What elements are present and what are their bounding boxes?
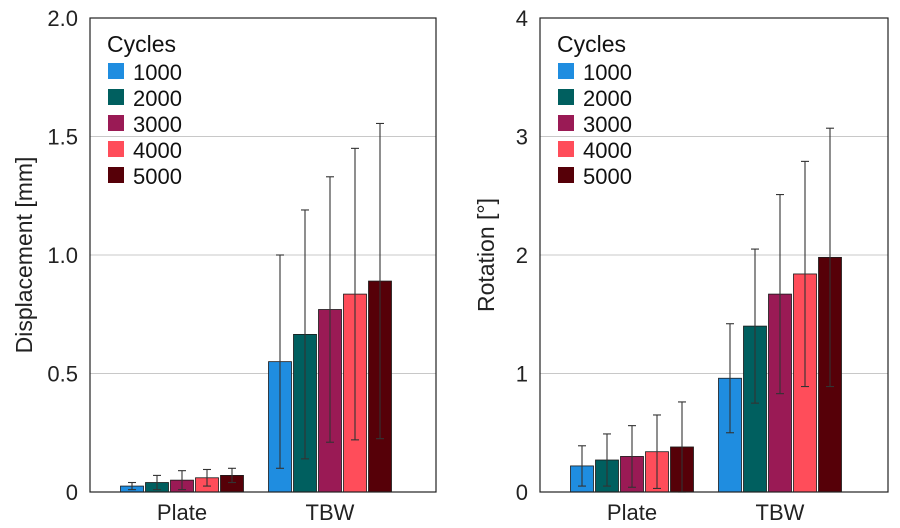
error-bar-4000-plate <box>203 468 211 487</box>
error-bar-3000-plate <box>628 425 636 488</box>
legend-label-5000: 5000 <box>133 164 182 189</box>
error-bar-1000-tbw <box>726 323 734 434</box>
legend-swatch-2000 <box>558 89 574 105</box>
x-tick-label-plate: Plate <box>157 500 207 525</box>
legend-label-1000: 1000 <box>133 60 182 85</box>
legend-label-1000: 1000 <box>583 60 632 85</box>
error-bar-1000-tbw <box>276 254 284 469</box>
error-bar-5000-tbw <box>826 127 834 388</box>
y-axis-title: Displacement [mm] <box>11 157 37 354</box>
legend-label-3000: 3000 <box>133 112 182 137</box>
chart-panel-2: 0 1 2 3 4 Plate TBW Rotation [°] Cycles 100020003… <box>473 6 889 525</box>
y-tick-label: 2 <box>516 243 528 268</box>
legend-swatch-3000 <box>108 115 124 131</box>
y-tick-label: 3 <box>516 125 528 150</box>
error-bar-2000-plate <box>153 474 161 491</box>
chart-panel-1: 0 0.5 1.0 1.5 2.0 Plate TBW Displacement [mm] Cy… <box>11 6 437 525</box>
error-bar-4000-tbw <box>801 160 809 388</box>
y-axis-title: Rotation [°] <box>473 198 499 312</box>
error-bar-5000-plate <box>228 467 236 484</box>
legend-swatch-1000 <box>108 63 124 79</box>
y-tick-label: 1.5 <box>47 125 78 150</box>
y-tick-label: 2.0 <box>47 6 78 31</box>
legend-swatch-4000 <box>558 141 574 157</box>
error-bar-3000-tbw <box>776 194 784 395</box>
error-bar-5000-tbw <box>376 122 384 440</box>
error-bar-3000-tbw <box>326 176 334 443</box>
legend-label-3000: 3000 <box>583 112 632 137</box>
legend-label-4000: 4000 <box>583 138 632 163</box>
legend-label-5000: 5000 <box>583 164 632 189</box>
y-tick-label: 0 <box>66 480 78 505</box>
error-bar-1000-plate <box>578 445 586 487</box>
legend-title: Cycles <box>107 31 176 57</box>
error-bar-3000-plate <box>178 470 186 491</box>
y-tick-label: 1 <box>516 362 528 387</box>
y-tick-label: 0 <box>516 480 528 505</box>
legend-swatch-5000 <box>558 167 574 183</box>
error-bar-2000-plate <box>603 433 611 487</box>
x-tick-label-tbw: TBW <box>306 500 355 525</box>
y-tick-label: 4 <box>516 6 528 31</box>
legend-label-2000: 2000 <box>133 86 182 111</box>
error-bar-2000-tbw <box>301 209 309 460</box>
legend-label-2000: 2000 <box>583 86 632 111</box>
y-tick-label: 1.0 <box>47 243 78 268</box>
legend-title: Cycles <box>557 31 626 57</box>
x-tick-label-plate: Plate <box>607 500 657 525</box>
x-tick-label-tbw: TBW <box>756 500 805 525</box>
plot-frame <box>539 17 889 493</box>
legend-swatch-2000 <box>108 89 124 105</box>
legend-swatch-4000 <box>108 141 124 157</box>
legend-swatch-3000 <box>558 115 574 131</box>
legend-swatch-1000 <box>558 63 574 79</box>
error-bar-2000-tbw <box>751 248 759 404</box>
error-bar-1000-plate <box>128 481 136 491</box>
legend-label-4000: 4000 <box>133 138 182 163</box>
error-bar-4000-tbw <box>351 147 359 441</box>
legend-swatch-5000 <box>108 167 124 183</box>
error-bar-4000-plate <box>653 414 661 489</box>
plot-frame <box>89 17 437 493</box>
y-tick-label: 0.5 <box>47 362 78 387</box>
